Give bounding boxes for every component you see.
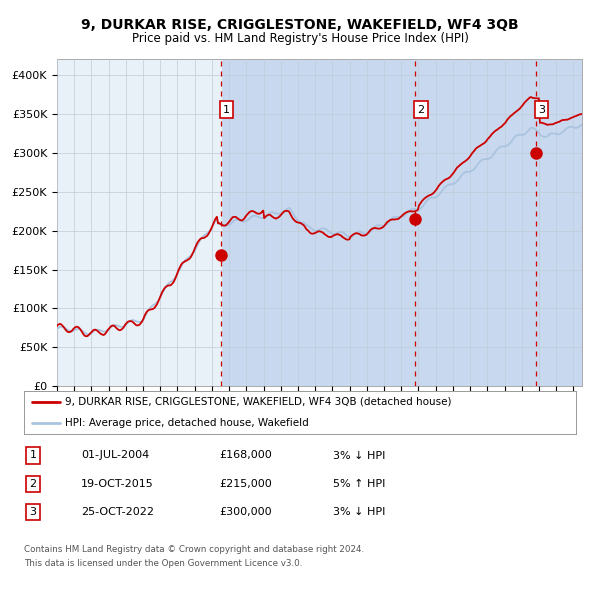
Text: 5% ↑ HPI: 5% ↑ HPI	[333, 479, 385, 489]
Text: 01-JUL-2004: 01-JUL-2004	[81, 451, 149, 460]
Text: HPI: Average price, detached house, Wakefield: HPI: Average price, detached house, Wake…	[65, 418, 309, 428]
Text: £168,000: £168,000	[219, 451, 272, 460]
Text: 2: 2	[29, 479, 37, 489]
Text: 25-OCT-2022: 25-OCT-2022	[81, 507, 154, 517]
Bar	[57, 59, 221, 386]
Bar	[221, 59, 582, 386]
Text: 3% ↓ HPI: 3% ↓ HPI	[333, 451, 385, 460]
Text: This data is licensed under the Open Government Licence v3.0.: This data is licensed under the Open Gov…	[24, 559, 302, 568]
Text: Contains HM Land Registry data © Crown copyright and database right 2024.: Contains HM Land Registry data © Crown c…	[24, 545, 364, 554]
Text: 3: 3	[29, 507, 37, 517]
Text: 19-OCT-2015: 19-OCT-2015	[81, 479, 154, 489]
Text: £215,000: £215,000	[219, 479, 272, 489]
Text: £300,000: £300,000	[219, 507, 272, 517]
Bar	[415, 59, 582, 386]
Text: 3% ↓ HPI: 3% ↓ HPI	[333, 507, 385, 517]
Text: Price paid vs. HM Land Registry's House Price Index (HPI): Price paid vs. HM Land Registry's House …	[131, 32, 469, 45]
Bar	[536, 59, 582, 386]
Text: 1: 1	[223, 104, 230, 114]
Text: 2: 2	[418, 104, 425, 114]
Text: 9, DURKAR RISE, CRIGGLESTONE, WAKEFIELD, WF4 3QB (detached house): 9, DURKAR RISE, CRIGGLESTONE, WAKEFIELD,…	[65, 397, 452, 407]
Text: 9, DURKAR RISE, CRIGGLESTONE, WAKEFIELD, WF4 3QB: 9, DURKAR RISE, CRIGGLESTONE, WAKEFIELD,…	[81, 18, 519, 32]
Text: 3: 3	[538, 104, 545, 114]
Text: 1: 1	[29, 451, 37, 460]
